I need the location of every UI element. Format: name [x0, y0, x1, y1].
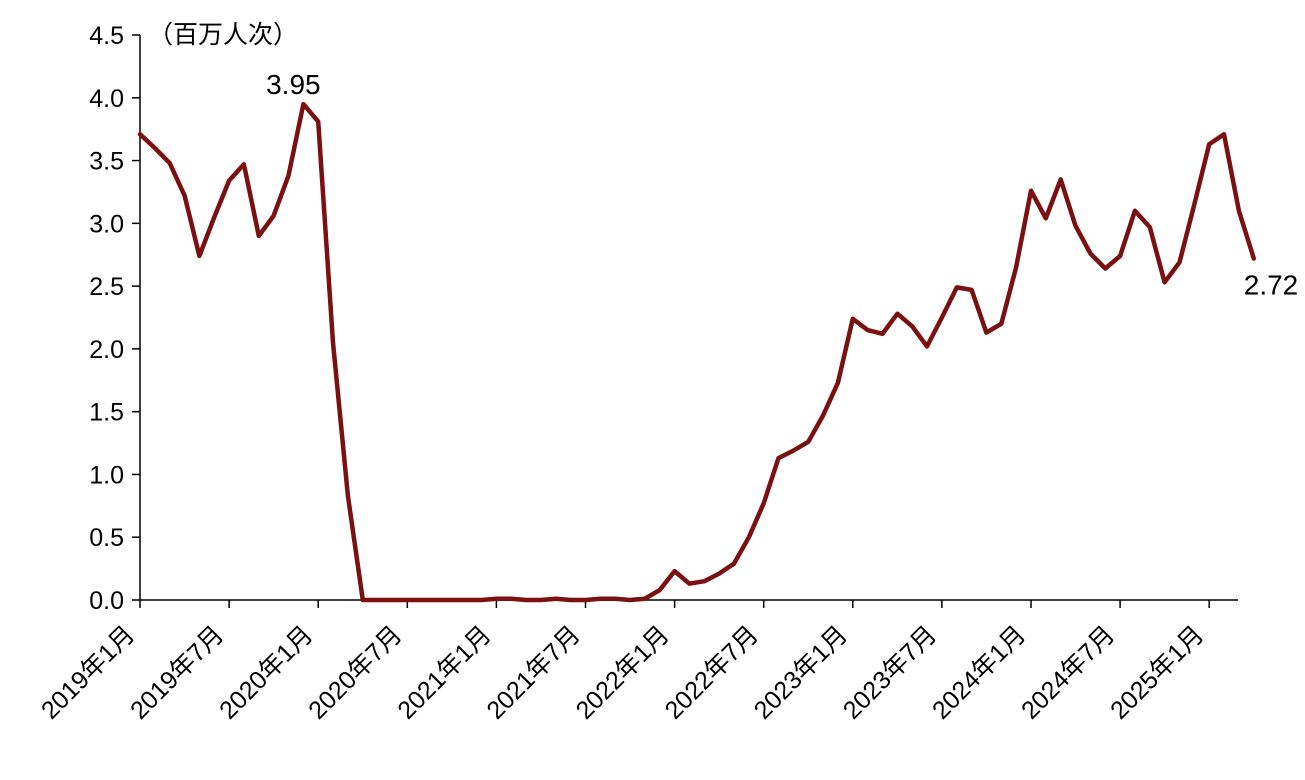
y-tick-label: 0.0 [89, 587, 124, 615]
x-tick-label: 2021年1月 [392, 620, 496, 724]
x-tick-label: 2022年7月 [660, 620, 764, 724]
y-axis: 0.0 0.5 1.0 1.5 2.0 2.5 3.0 3.5 4.0 4.5 [89, 22, 141, 615]
data-label: 2.72 [1244, 269, 1299, 300]
x-tick-label: 2024年7月 [1016, 620, 1120, 724]
series-group [137, 101, 1257, 603]
x-tick-label: 2020年1月 [214, 620, 318, 724]
y-tick-label: 2.5 [89, 273, 124, 301]
x-tick-label: 2023年1月 [749, 620, 853, 724]
x-tick-label: 2020年7月 [303, 620, 407, 724]
y-tick-label: 3.5 [89, 148, 124, 176]
x-tick-label: 2019年7月 [125, 620, 229, 724]
y-tick-label: 2.0 [89, 336, 124, 364]
x-axis: 2019年1月2019年7月2020年1月2020年7月2021年1月2021年… [36, 599, 1238, 725]
x-tick-label: 2019年1月 [36, 620, 140, 724]
x-tick-label: 2024年1月 [927, 620, 1031, 724]
y-tick-label: 0.5 [89, 524, 124, 552]
data-label: 3.95 [266, 69, 321, 100]
y-tick-label: 4.0 [89, 85, 124, 113]
y-tick-label: 4.5 [89, 22, 124, 50]
y-tick-label: 3.0 [89, 210, 124, 238]
data-labels: 3.95 2.72 [266, 69, 1298, 300]
x-tick-label: 2023年7月 [838, 620, 942, 724]
x-tick-label: 2025年1月 [1105, 620, 1209, 724]
y-tick-label: 1.0 [89, 461, 124, 489]
y-tick-label: 1.5 [89, 399, 124, 427]
x-tick-label: 2022年1月 [571, 620, 675, 724]
unit-label: （百万人次） [148, 21, 298, 49]
x-tick-label: 2021年7月 [481, 620, 585, 724]
series-line [137, 101, 1257, 603]
